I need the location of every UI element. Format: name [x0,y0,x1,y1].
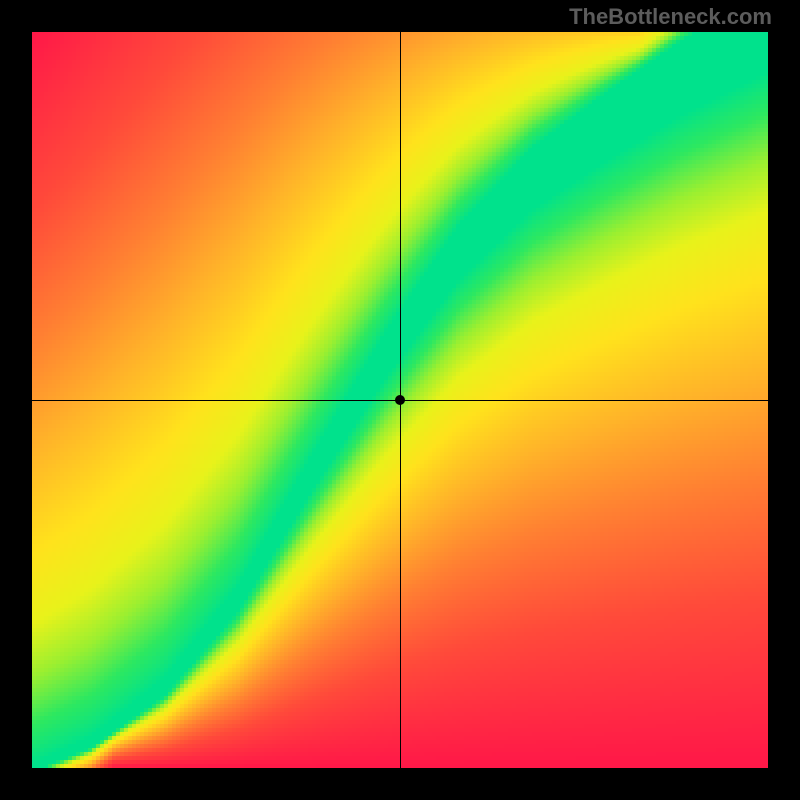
heatmap-container [32,32,768,768]
data-point-marker [395,395,405,405]
watermark-text: TheBottleneck.com [569,4,772,30]
